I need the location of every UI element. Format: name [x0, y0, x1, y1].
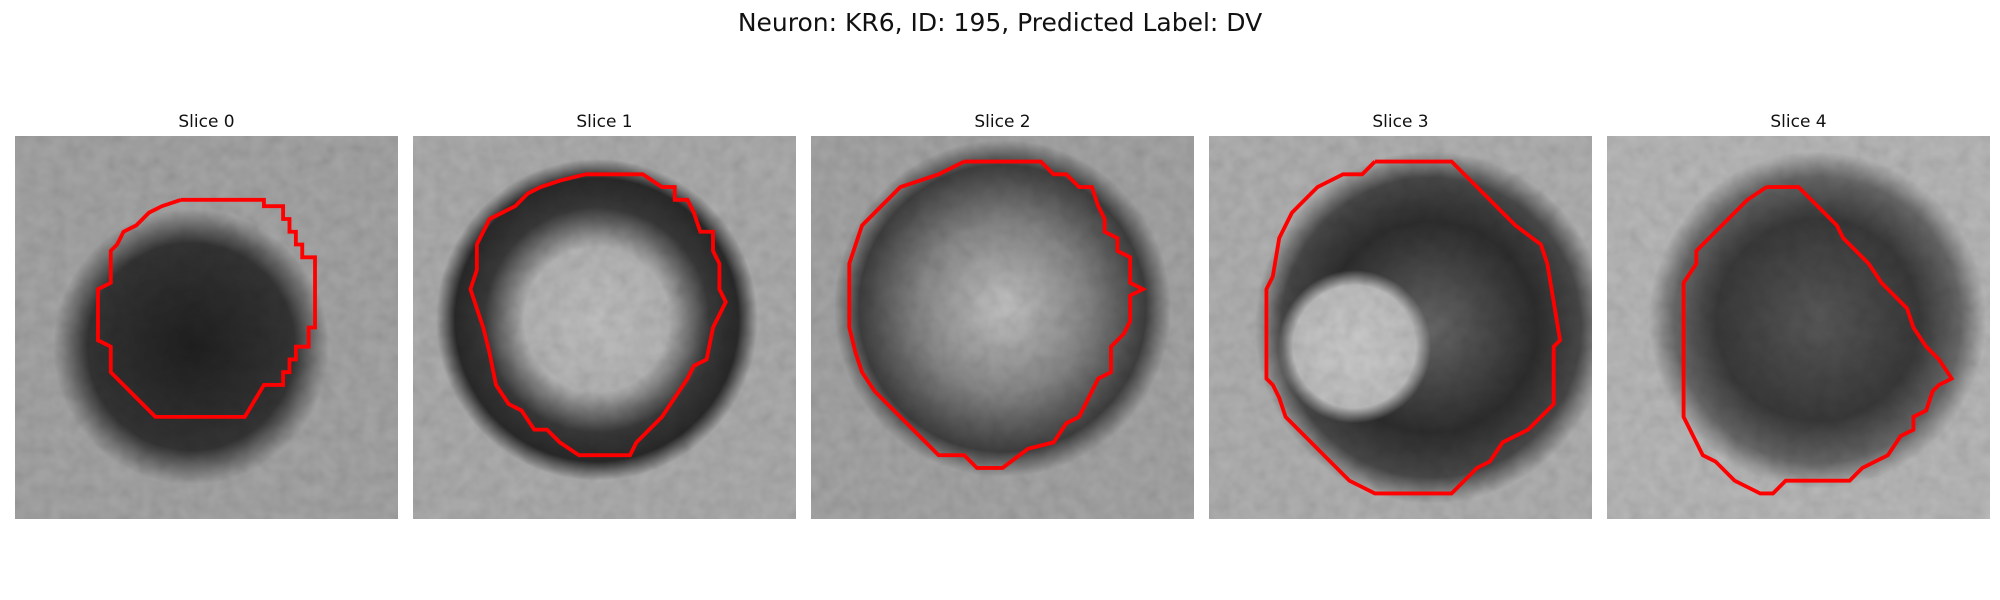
contour-line: [1681, 185, 1955, 496]
slice-panel-0: Slice 0: [15, 110, 398, 519]
slice-title: Slice 3: [1372, 112, 1429, 132]
slice-title: Slice 4: [1770, 112, 1827, 132]
slice-image: [413, 136, 796, 519]
slice-panel-1: Slice 1: [413, 110, 796, 519]
slice-title: Slice 1: [576, 112, 633, 132]
slice-title: Slice 0: [178, 112, 235, 132]
figure-title: Neuron: KR6, ID: 195, Predicted Label: D…: [737, 8, 1263, 37]
contour-line: [1264, 159, 1563, 496]
slice-image: [15, 136, 398, 519]
slice-image: [1209, 136, 1592, 519]
slice-image: [811, 136, 1194, 519]
slice-image: [1607, 136, 1990, 519]
slice-panel-2: Slice 2: [811, 110, 1194, 519]
contour-line: [468, 172, 728, 458]
contour-line: [96, 197, 317, 419]
contour-line: [847, 159, 1148, 470]
slice-title: Slice 2: [974, 112, 1031, 132]
slice-panel-3: Slice 3: [1209, 110, 1592, 519]
slice-panel-4: Slice 4: [1607, 110, 1990, 519]
